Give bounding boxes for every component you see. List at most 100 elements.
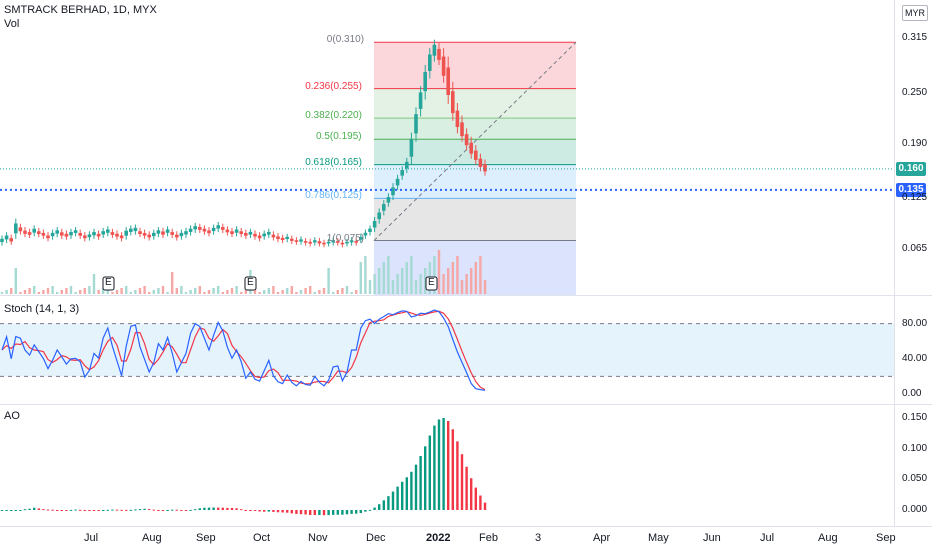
currency-badge[interactable]: MYR <box>902 5 928 21</box>
volume-legend-label[interactable]: Vol <box>4 18 20 30</box>
fib-trend-line <box>373 41 577 241</box>
ao-bar <box>368 509 372 511</box>
main-legend: SMTRACK BERHAD, 1D, MYX Vol <box>4 3 157 31</box>
candle-body <box>478 158 483 167</box>
ao-bar <box>194 509 197 511</box>
candle-body <box>382 204 386 211</box>
candle-body <box>4 235 9 240</box>
horizontal-line-price-tag[interactable]: 0.135 <box>896 182 926 197</box>
stoch-legend-label[interactable]: Stoch (14, 1, 3) <box>4 303 80 315</box>
candle-body <box>0 238 4 243</box>
candle-body <box>106 229 110 233</box>
volume-bar <box>65 288 68 294</box>
candle-body <box>299 239 303 242</box>
ao-bar <box>46 509 50 511</box>
candle-body <box>405 161 409 169</box>
ao-bar <box>442 418 445 510</box>
candle-body <box>276 236 280 240</box>
time-axis-tick: Aug <box>142 532 162 544</box>
ao-bar <box>125 509 128 511</box>
candle-body <box>37 231 41 235</box>
candle-body <box>409 139 414 157</box>
candle-body <box>14 223 18 234</box>
volume-bar <box>244 290 247 294</box>
ao-bar <box>483 502 487 510</box>
earnings-marker <box>425 276 438 291</box>
ao-bar <box>290 510 293 514</box>
fib-level-label: 0.5(0.195) <box>316 131 362 143</box>
volume-bar <box>387 256 390 294</box>
candle-body <box>400 170 404 176</box>
volume-bar <box>479 256 482 294</box>
volume-bar <box>345 286 349 294</box>
time-axis-tick: Jun <box>703 532 721 544</box>
volume-bar <box>442 274 445 294</box>
candle-body <box>78 232 82 236</box>
ao-bar <box>198 508 201 510</box>
volume-bar <box>474 262 477 294</box>
ao-bar <box>111 509 114 511</box>
candle-body <box>414 114 418 134</box>
volume-bar <box>198 286 201 294</box>
ao-bar <box>230 507 234 510</box>
ao-bar <box>267 510 270 512</box>
stoch-d-line <box>1 310 486 391</box>
ao-bar <box>410 471 413 510</box>
ao-bar <box>258 510 261 512</box>
volume-bar <box>51 286 54 294</box>
volume-bar <box>180 286 183 294</box>
volume-bar <box>33 286 36 294</box>
ao-bar <box>428 435 431 510</box>
candle-body <box>101 231 105 235</box>
volume-bar <box>424 268 427 294</box>
ao-bar <box>171 509 174 511</box>
ao-bar <box>106 509 109 511</box>
stoch-axis-tick: 80.00 <box>902 317 928 329</box>
candle-body <box>211 227 216 232</box>
ao-bar <box>175 509 178 511</box>
ao-bar <box>161 510 165 511</box>
ao-legend-label[interactable]: AO <box>4 410 20 422</box>
ao-bar <box>120 509 123 511</box>
volume-bar <box>134 290 137 294</box>
volume-bar <box>286 288 289 294</box>
ao-bar <box>244 510 247 511</box>
ao-bar <box>184 509 188 511</box>
time-axis-tick: Sep <box>196 532 216 544</box>
ao-bar <box>437 419 441 510</box>
volume-bar <box>102 288 105 294</box>
candle-body <box>469 142 473 154</box>
symbol-title[interactable]: SMTRACK BERHAD, 1D, MYX <box>4 4 157 16</box>
price-axis-tick: 0.125 <box>902 192 928 204</box>
volume-bar <box>336 290 339 294</box>
ao-bar <box>129 509 132 511</box>
volume-bar <box>401 268 404 294</box>
stoch-axis-tick: 40.00 <box>902 352 928 364</box>
volume-bar <box>382 262 385 294</box>
ao-bar <box>51 509 54 511</box>
volume-bar <box>359 262 362 294</box>
volume-bar <box>115 290 119 294</box>
volume-bar <box>433 256 436 294</box>
candle-body <box>73 230 78 233</box>
candle-body <box>115 233 119 237</box>
candle-body <box>386 197 391 203</box>
candle-body <box>294 240 299 242</box>
candle-body <box>50 232 55 237</box>
volume-bar <box>46 288 50 294</box>
volume-bar <box>92 274 96 294</box>
volume-bar <box>74 292 77 294</box>
ao-bar <box>0 510 4 511</box>
fib-zone <box>374 198 576 241</box>
volume-bar <box>235 286 238 294</box>
candle-body <box>313 240 317 243</box>
ao-bar <box>10 510 13 511</box>
ao-bar <box>212 507 215 510</box>
volume-bar <box>258 292 261 294</box>
ao-bar <box>92 510 96 511</box>
stoch-k-line <box>1 309 486 391</box>
volume-bar <box>221 292 224 294</box>
ao-bar <box>203 507 206 510</box>
ao-bar <box>378 504 381 510</box>
